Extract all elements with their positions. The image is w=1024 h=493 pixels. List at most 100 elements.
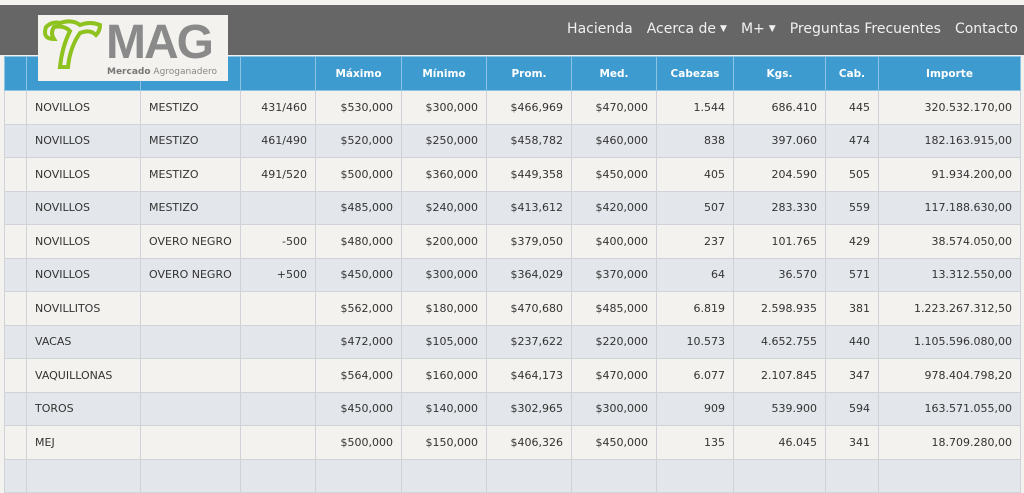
nav-item-label: Preguntas Frecuentes [789, 21, 941, 37]
nav-item-acerca-de[interactable]: Acerca de ▼ [647, 21, 727, 37]
table-cell [4, 190, 27, 225]
table-cell [140, 425, 241, 460]
table-cell: 405 [656, 157, 734, 192]
table-cell: $464,173 [486, 358, 572, 393]
column-header[interactable]: Prom. [486, 56, 572, 91]
table-cell: $406,326 [486, 425, 572, 460]
table-cell: 431/460 [240, 90, 316, 125]
logo-subtitle: Mercado Agroganadero [107, 67, 218, 77]
table-cell: MESTIZO [140, 90, 241, 125]
table-cell: $413,612 [486, 190, 572, 225]
column-header[interactable]: Importe [878, 56, 1021, 91]
table-cell: 838 [656, 123, 734, 158]
table-cell: $564,000 [315, 358, 402, 393]
table-cell [4, 257, 27, 292]
table-cell: -500 [240, 224, 316, 259]
table-cell: $500,000 [315, 425, 402, 460]
table-cell: $420,000 [571, 190, 657, 225]
table-cell: 429 [825, 224, 879, 259]
table-cell: MESTIZO [140, 123, 241, 158]
column-header[interactable]: Cab. [825, 56, 879, 91]
table-cell: $364,029 [486, 257, 572, 292]
nav-item-m-[interactable]: M+ ▼ [741, 21, 776, 37]
table-cell: VAQUILLONAS [26, 358, 141, 393]
column-header[interactable] [4, 56, 27, 91]
table-row: MEJ $500,000 $150,000 $406,326 $450,000 135 46… [4, 425, 1021, 460]
table-cell: 2.598.935 [733, 291, 826, 326]
table-cell: $470,000 [571, 358, 657, 393]
table-cell [240, 391, 316, 426]
table-cell: 4.652.755 [733, 324, 826, 359]
table-cell: $160,000 [401, 358, 487, 393]
table-cell [4, 90, 27, 125]
table-cell: $379,050 [486, 224, 572, 259]
table-cell: $449,358 [486, 157, 572, 192]
table-cell: 539.900 [733, 391, 826, 426]
mag-logo[interactable]: MAG Mercado Agroganadero [38, 15, 228, 81]
nav-item-label: M+ [740, 21, 765, 37]
table-cell: $220,000 [571, 324, 657, 359]
table-cell [4, 157, 27, 192]
table-cell: MESTIZO [140, 157, 241, 192]
table-cell: $562,000 [315, 291, 402, 326]
nav-item-contacto[interactable]: Contacto [955, 21, 1018, 37]
table-cell: $458,782 [486, 123, 572, 158]
table-cell: 163.571.055,00 [878, 391, 1021, 426]
table-cell: NOVILLOS [26, 224, 141, 259]
table-cell: NOVILLOS [26, 190, 141, 225]
table-cell [571, 458, 657, 493]
column-header[interactable]: Máximo [315, 56, 402, 91]
table-cell: $302,965 [486, 391, 572, 426]
table-cell: $520,000 [315, 123, 402, 158]
table-cell: $450,000 [571, 425, 657, 460]
table-cell: $300,000 [401, 90, 487, 125]
table-cell: $450,000 [315, 257, 402, 292]
table-cell: $150,000 [401, 425, 487, 460]
table-cell [315, 458, 402, 493]
table-cell [825, 458, 879, 493]
table-cell: 686.410 [733, 90, 826, 125]
table-cell [4, 425, 27, 460]
caret-down-icon: ▼ [768, 24, 776, 34]
table-cell [140, 458, 241, 493]
table-row: TOROS $450,000 $140,000 $302,965 $300,000 909… [4, 391, 1021, 426]
table-cell: 13.312.550,00 [878, 257, 1021, 292]
table-cell: VACAS [26, 324, 141, 359]
table-cell [4, 123, 27, 158]
table-cell [240, 358, 316, 393]
column-header[interactable]: Med. [571, 56, 657, 91]
table-cell: 135 [656, 425, 734, 460]
table-cell [26, 458, 141, 493]
table-cell [140, 391, 241, 426]
table-cell: 445 [825, 90, 879, 125]
nav-item-label: Acerca de [646, 21, 717, 37]
table-cell: $530,000 [315, 90, 402, 125]
table-cell: 571 [825, 257, 879, 292]
table-cell: 559 [825, 190, 879, 225]
table-cell: $472,000 [315, 324, 402, 359]
table-row: NOVILLOS MESTIZO 431/460 $530,000 $300,000 $4… [4, 90, 1021, 125]
table-cell: 101.765 [733, 224, 826, 259]
table-row: NOVILLOS OVERO NEGRO +500 $450,000 $300,000 $… [4, 257, 1021, 292]
table-cell [140, 358, 241, 393]
table-cell [878, 458, 1021, 493]
column-header[interactable] [240, 56, 316, 91]
table-cell [240, 425, 316, 460]
nav-item-label: Hacienda [567, 21, 633, 37]
table-cell [486, 458, 572, 493]
column-header[interactable]: Cabezas [656, 56, 734, 91]
table-cell: $460,000 [571, 123, 657, 158]
table-cell: $400,000 [571, 224, 657, 259]
nav-menu: Hacienda Acerca de ▼ M+ ▼ Preguntas Frecuente… [567, 21, 1018, 37]
table-cell: $360,000 [401, 157, 487, 192]
table-row: VAQUILLONAS $564,000 $160,000 $464,173 $470,… [4, 358, 1021, 393]
table-cell: $237,622 [486, 324, 572, 359]
table-cell: 491/520 [240, 157, 316, 192]
column-header[interactable]: Mínimo [401, 56, 487, 91]
table-cell: 2.107.845 [733, 358, 826, 393]
table-cell: $500,000 [315, 157, 402, 192]
nav-item-preguntas-frecuentes[interactable]: Preguntas Frecuentes [790, 21, 941, 37]
nav-item-hacienda[interactable]: Hacienda [567, 21, 633, 37]
column-header[interactable]: Kgs. [733, 56, 826, 91]
table-cell: 283.330 [733, 190, 826, 225]
